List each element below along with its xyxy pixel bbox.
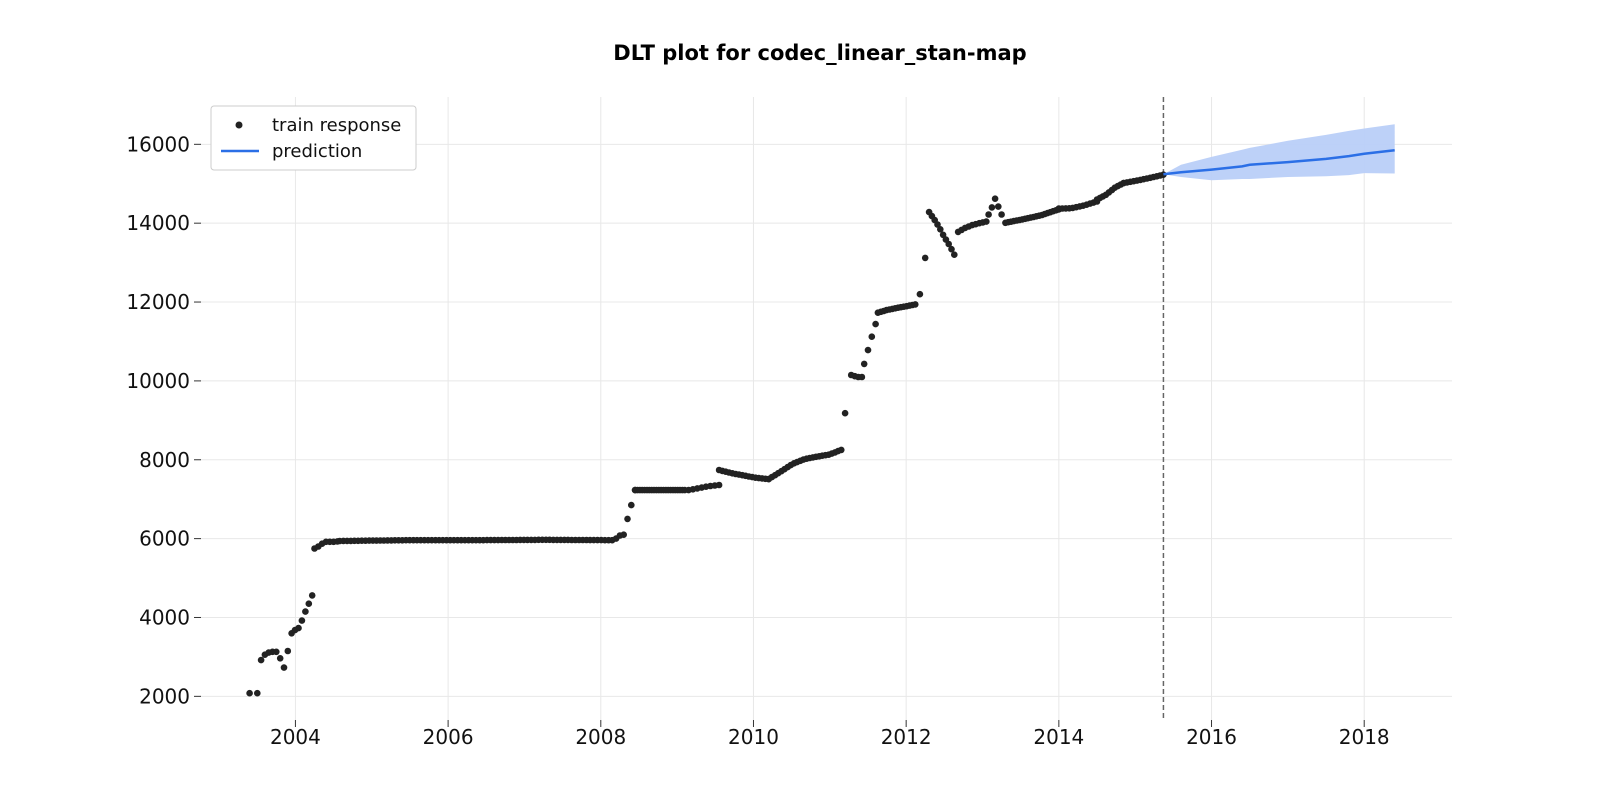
train-response-point-181 xyxy=(864,346,872,354)
x-tick-label-2012: 2012 xyxy=(881,725,932,749)
train-response-point-180 xyxy=(860,360,868,368)
y-tick-label-10000: 10000 xyxy=(126,369,190,393)
y-tick-label-8000: 8000 xyxy=(139,448,190,472)
train-response-points xyxy=(246,171,1167,697)
prediction-series-line xyxy=(1163,148,1395,176)
x-tick-label-2008: 2008 xyxy=(575,725,626,749)
y-tick-label-4000: 4000 xyxy=(139,605,190,629)
train-response-point-183 xyxy=(872,320,879,328)
y-tick-label-12000: 12000 xyxy=(126,290,190,314)
train-response-point-1 xyxy=(253,689,261,697)
train-response-point-13 xyxy=(298,617,306,624)
train-response-point-175 xyxy=(841,409,849,417)
chart-title: DLT plot for codec_linear_stan-map xyxy=(613,41,1026,65)
grid-lines xyxy=(200,97,1452,720)
train-response-point-222 xyxy=(995,203,1002,210)
y-tick-label-14000: 14000 xyxy=(126,211,190,235)
train-response-point-101 xyxy=(620,531,627,538)
x-tick-label-2016: 2016 xyxy=(1186,725,1237,749)
train-response-point-16 xyxy=(308,592,316,599)
legend-train-response-label: train response xyxy=(272,115,401,136)
train-response-point-15 xyxy=(305,600,313,607)
axis-ticks: 2004 2006 2008 2010 2012 2014 2016 2018 2000 4000… xyxy=(126,132,1389,749)
legend: train response prediction xyxy=(210,105,417,171)
y-tick-label-16000: 16000 xyxy=(126,132,190,156)
train-response-point-14 xyxy=(302,608,309,615)
train-response-point-102 xyxy=(624,515,631,523)
train-response-point-179 xyxy=(858,373,866,381)
x-tick-label-2014: 2014 xyxy=(1033,725,1084,749)
train-response-point-182 xyxy=(868,333,876,341)
train-response-point-9 xyxy=(284,647,292,655)
train-response-point-197 xyxy=(912,301,919,308)
y-tick-label-6000: 6000 xyxy=(139,527,190,551)
prediction-line xyxy=(1163,148,1395,176)
train-response-point-203 xyxy=(934,221,941,228)
train-response-point-218 xyxy=(983,218,990,225)
train-response-point-209 xyxy=(951,251,958,258)
train-response-point-219 xyxy=(985,211,992,218)
train-response-point-205 xyxy=(939,231,947,239)
x-tick-label-2004: 2004 xyxy=(270,725,321,749)
train-response-point-12 xyxy=(295,624,302,632)
prediction-band-area xyxy=(1163,124,1395,181)
train-response-point-2 xyxy=(257,656,265,664)
train-response-point-198 xyxy=(916,290,924,298)
train-response-point-207 xyxy=(945,240,952,248)
train-response-point-223 xyxy=(998,211,1005,218)
train-response-point-6 xyxy=(273,648,280,656)
legend-train-response-marker xyxy=(235,121,243,129)
train-response-point-208 xyxy=(948,245,955,253)
train-response-point-220 xyxy=(988,204,996,211)
prediction-interval-band xyxy=(1163,124,1395,181)
train-response-point-7 xyxy=(276,655,284,662)
legend-box xyxy=(210,105,417,171)
train-response-point-103 xyxy=(628,501,635,509)
train-response-point-199 xyxy=(921,254,929,262)
train-response-point-174 xyxy=(838,446,845,454)
train-response-point-204 xyxy=(937,226,944,233)
train-response-point-221 xyxy=(991,195,999,202)
x-tick-label-2006: 2006 xyxy=(423,725,474,749)
x-tick-label-2018: 2018 xyxy=(1339,725,1390,749)
train-response-point-8 xyxy=(280,664,288,671)
train-response-point-0 xyxy=(246,689,253,697)
legend-prediction-label: prediction xyxy=(272,141,362,162)
y-tick-label-2000: 2000 xyxy=(139,684,190,708)
x-tick-label-2010: 2010 xyxy=(728,725,779,749)
train-response-point-134 xyxy=(715,481,723,489)
